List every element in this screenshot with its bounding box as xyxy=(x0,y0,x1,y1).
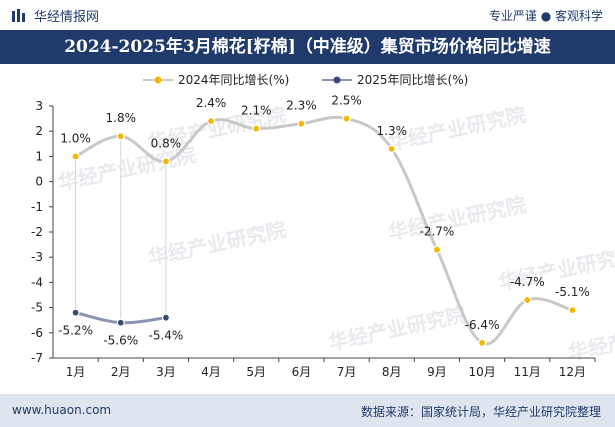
series-2024-label: 2.3% xyxy=(286,99,317,113)
x-tick-label: 1月 xyxy=(66,365,86,379)
x-tick-label: 6月 xyxy=(292,365,312,379)
title-bar: 2024-2025年3月棉花[籽棉]（中准级）集贸市场价格同比增速 xyxy=(0,30,615,64)
watermark-text: 华经产业研究院 xyxy=(386,102,528,155)
series-2025-label: -5.2% xyxy=(58,324,93,338)
series-2024-label: 2.1% xyxy=(241,104,272,118)
series-2024-point xyxy=(161,157,171,166)
brand-name: 华经情报网 xyxy=(34,10,100,25)
y-tick-label: -2 xyxy=(31,225,43,239)
series-2025-point xyxy=(71,308,80,317)
series-2024-point xyxy=(523,295,532,305)
series-2024-point xyxy=(387,144,396,153)
y-tick-label: 3 xyxy=(35,99,43,113)
series-2024-point xyxy=(432,245,442,254)
brand-logo-icon xyxy=(12,8,25,22)
series-2024-label: -4.7% xyxy=(510,275,545,289)
x-tick-label: 8月 xyxy=(382,365,402,379)
y-tick-label: -5 xyxy=(31,301,43,315)
series-2025-label: -5.6% xyxy=(103,334,138,348)
series-2025-point xyxy=(116,318,125,327)
series-2024-point xyxy=(206,117,216,126)
series-2025-label: -5.4% xyxy=(149,329,184,343)
y-tick-label: -3 xyxy=(31,250,43,264)
x-tick-label: 4月 xyxy=(201,365,221,379)
legend-2024-swatch-marker xyxy=(154,76,162,84)
series-2024-point xyxy=(342,114,351,123)
footer-website[interactable]: www.huaon.com xyxy=(12,403,112,417)
x-tick-label: 2月 xyxy=(111,365,131,379)
series-2024-label: -5.1% xyxy=(555,285,590,299)
x-tick-label: 7月 xyxy=(337,365,357,379)
y-tick-label: 0 xyxy=(35,175,43,189)
series-2024-point xyxy=(252,124,261,133)
watermark-text: 华经产业研究院 xyxy=(566,312,615,365)
series-2024-label: 1.8% xyxy=(106,111,137,125)
footer: www.huaon.com 数据来源：国家统计局，华经产业研究院整理 xyxy=(0,394,615,427)
x-tick-label: 3月 xyxy=(156,365,176,379)
y-tick-label: -7 xyxy=(31,351,43,365)
chart-title: 2024-2025年3月棉花[籽棉]（中准级）集贸市场价格同比增速 xyxy=(64,37,551,57)
series-2024-label: 2.4% xyxy=(196,96,227,110)
series-2024-point xyxy=(116,132,125,141)
series-2024-point xyxy=(568,306,577,315)
series-2024-label: 0.8% xyxy=(151,136,182,150)
brand: 华经情报网 xyxy=(12,6,99,25)
y-tick-label: -1 xyxy=(31,200,43,214)
x-tick-label: 5月 xyxy=(246,365,266,379)
series-2024-point xyxy=(477,338,487,347)
legend-2025-swatch-marker xyxy=(333,76,341,84)
footer-source: 数据来源：国家统计局，华经产业研究院整理 xyxy=(360,405,601,419)
y-tick-label: 2 xyxy=(35,124,43,138)
watermark-text: 华经产业研究院 xyxy=(146,217,288,270)
x-tick-label: 12月 xyxy=(559,365,586,379)
watermark-text: 华经产业研究院 xyxy=(386,192,528,245)
series-2024-label: 2.5% xyxy=(331,94,362,108)
y-tick-label: -4 xyxy=(31,275,43,289)
watermark-text: 华经产业研究院 xyxy=(326,302,468,355)
series-2024-point xyxy=(71,152,80,161)
series-2024-label: -6.4% xyxy=(465,318,500,332)
series-2024-label: 1.3% xyxy=(377,124,408,138)
legend-2025-label: 2025年同比增长(%) xyxy=(357,73,468,87)
x-tick-label: 10月 xyxy=(468,365,495,379)
series-2024-point xyxy=(297,119,306,128)
y-tick-label: -6 xyxy=(31,326,43,340)
series-2024-label: -2.7% xyxy=(420,225,455,239)
tagline: 专业严谨 ● 客观科学 xyxy=(488,9,603,23)
x-tick-label: 9月 xyxy=(427,365,447,379)
legend-2024-label: 2024年同比增长(%) xyxy=(178,73,289,87)
series-2025-point xyxy=(161,313,171,322)
top-bar: 华经情报网 专业严谨 ● 客观科学 xyxy=(0,0,615,28)
y-tick-label: 1 xyxy=(35,149,43,163)
x-tick-label: 11月 xyxy=(514,365,541,379)
series-2024-label: 1.0% xyxy=(60,131,91,145)
